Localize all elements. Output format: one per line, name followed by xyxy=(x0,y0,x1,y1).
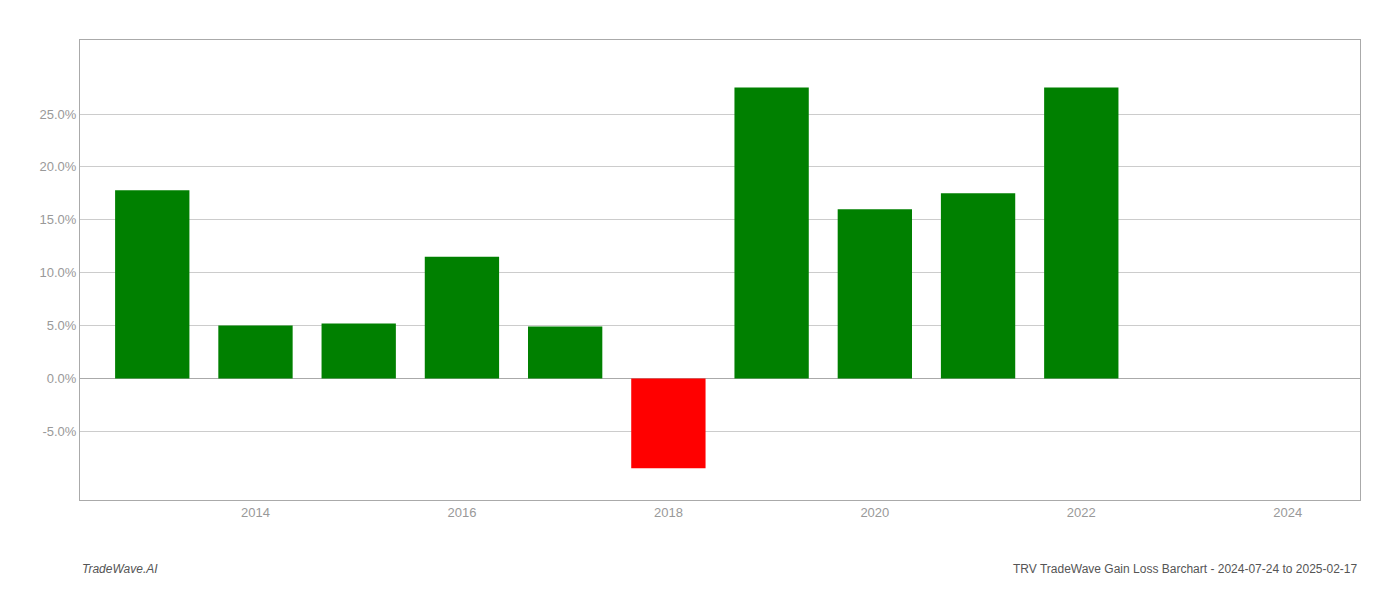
svg-text:2022: 2022 xyxy=(1067,505,1096,520)
svg-text:2020: 2020 xyxy=(860,505,889,520)
svg-text:20.0%: 20.0% xyxy=(40,159,77,174)
svg-text:15.0%: 15.0% xyxy=(40,212,77,227)
svg-text:2014: 2014 xyxy=(241,505,270,520)
svg-text:TRV TradeWave Gain Loss Barcha: TRV TradeWave Gain Loss Barchart - 2024-… xyxy=(1013,562,1358,576)
svg-text:0.0%: 0.0% xyxy=(47,371,77,386)
svg-text:25.0%: 25.0% xyxy=(40,107,77,122)
svg-text:-5.0%: -5.0% xyxy=(42,424,76,439)
svg-text:2016: 2016 xyxy=(447,505,476,520)
svg-text:10.0%: 10.0% xyxy=(40,265,77,280)
svg-text:5.0%: 5.0% xyxy=(47,318,77,333)
svg-text:TradeWave.AI: TradeWave.AI xyxy=(82,562,158,576)
svg-text:2024: 2024 xyxy=(1273,505,1302,520)
svg-text:2018: 2018 xyxy=(654,505,683,520)
